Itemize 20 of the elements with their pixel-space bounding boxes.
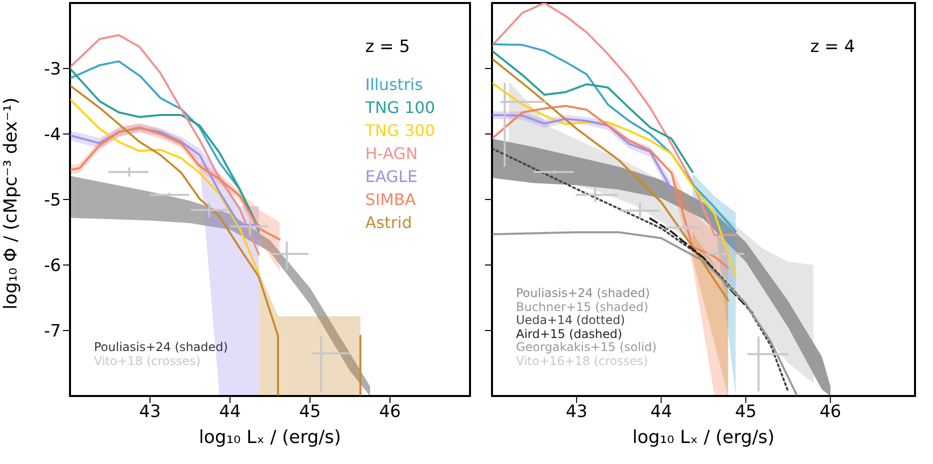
x-axis-title: log₁₀ Lₓ / (erg/s) [632, 427, 775, 448]
annotation: z = 5 [365, 37, 410, 57]
y-axis-title: log₁₀ Φ / (cMpc⁻³ dex⁻¹) [0, 97, 22, 310]
y-tick-label: -7 [44, 322, 61, 342]
x-tick-label: 43 [139, 402, 161, 422]
y-tick-label: -5 [44, 190, 61, 211]
x-axis-title: log₁₀ Lₓ / (erg/s) [198, 427, 342, 448]
x-tick-label: 45 [299, 402, 321, 422]
x-tick-label: 45 [734, 402, 757, 422]
x-tick-label: 44 [219, 402, 241, 422]
x-tick-label: 46 [820, 402, 842, 422]
x-tick-label: 46 [379, 402, 401, 422]
legend-names: Illustris TNG 100 TNG 300 H-AGN EAGLE SIMBA Astrid [365, 74, 435, 234]
annotation: Pouliasis+24 (shaded) [94, 340, 228, 354]
y-tick-label: -6 [44, 256, 61, 276]
x-tick-label: 44 [650, 402, 672, 422]
x-tick-label: 43 [566, 402, 588, 422]
y-tick-label: -3 [44, 60, 61, 80]
y-tick-label: -4 [44, 125, 61, 146]
annotation: z = 4 [810, 37, 855, 57]
